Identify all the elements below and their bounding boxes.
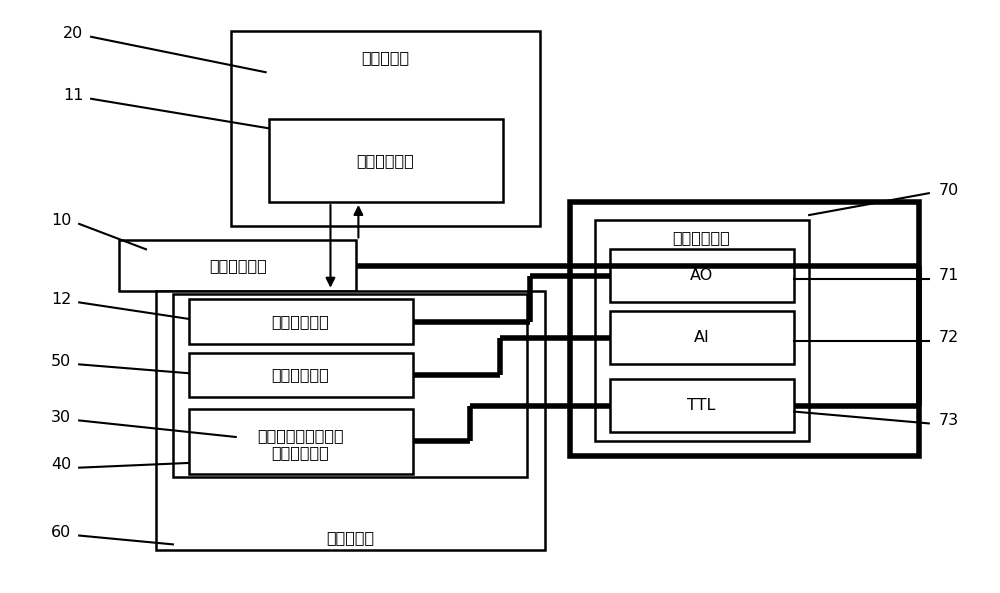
Bar [189,409,413,474]
Text: 时序控制模块: 时序控制模块 [673,230,730,245]
Text: 60: 60 [51,525,71,540]
Bar [189,299,413,344]
Text: 30: 30 [51,410,71,425]
Text: 超极化模块: 超极化模块 [361,50,409,65]
Text: 磁屏蔽模块: 磁屏蔽模块 [326,530,374,545]
Text: 11: 11 [63,88,83,103]
Bar [269,119,503,202]
Text: 探测区样品管: 探测区样品管 [272,314,329,329]
Text: 50: 50 [51,354,71,369]
Text: TTL: TTL [687,398,716,413]
Bar [595,220,809,441]
Text: 72: 72 [939,330,959,345]
Text: 12: 12 [51,292,71,307]
Bar [610,379,794,432]
Text: 73: 73 [939,413,959,428]
Bar [570,202,919,456]
Bar [173,294,527,477]
Bar [610,311,794,364]
Text: 71: 71 [939,269,959,283]
Bar [610,249,794,302]
Bar [231,31,540,226]
Bar [156,291,545,550]
Text: AI: AI [694,330,709,345]
Text: 20: 20 [63,26,83,42]
Bar [189,353,413,397]
Bar [119,240,356,291]
Text: 70: 70 [939,183,959,197]
Text: 探头样品固定模块；
脉冲施加模块: 探头样品固定模块； 脉冲施加模块 [257,428,344,460]
Text: 样品流动模块: 样品流动模块 [209,259,267,273]
Text: 极化区样品管: 极化区样品管 [356,153,414,168]
Text: 核磁探测模块: 核磁探测模块 [272,368,329,382]
Text: 40: 40 [51,457,71,472]
Text: AO: AO [690,269,713,283]
Text: 10: 10 [51,213,71,228]
